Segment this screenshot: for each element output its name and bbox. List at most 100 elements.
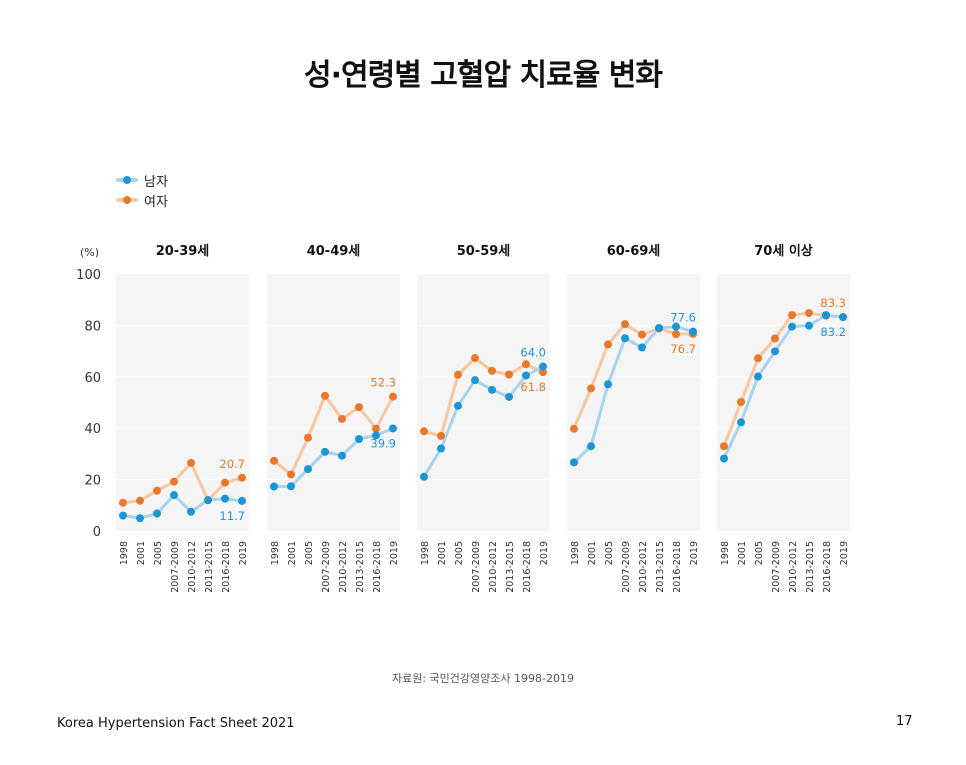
data-point-male [304, 465, 312, 474]
x-tick-label: 2005 [604, 541, 615, 565]
legend-label-female: 여자 [144, 194, 168, 210]
data-point-male [570, 458, 578, 467]
y-tick-label: 20 [84, 474, 101, 489]
data-point-female [604, 340, 612, 349]
data-label-female: 61.8 [520, 380, 546, 394]
data-point-male [187, 507, 195, 516]
x-tick-label: 2016-2018 [522, 541, 533, 593]
data-label-female: 20.7 [219, 457, 245, 471]
data-point-female [153, 486, 161, 495]
panel-title: 20-39세 [156, 244, 210, 259]
data-point-female [136, 496, 144, 505]
data-point-male [771, 347, 779, 356]
x-tick-label: 2001 [437, 541, 448, 565]
data-point-male [204, 496, 212, 505]
data-point-female [119, 498, 127, 507]
data-point-female [437, 431, 445, 440]
data-point-female [338, 414, 346, 423]
x-tick-label: 2005 [454, 541, 465, 565]
x-tick-label: 2016-2018 [672, 541, 683, 593]
x-tick-label: 1998 [420, 541, 431, 565]
data-label-male: 64.0 [520, 346, 546, 360]
x-tick-label: 2001 [136, 541, 147, 565]
data-point-male [621, 334, 629, 343]
x-tick-label: 2013-2015 [204, 541, 215, 593]
data-point-male [689, 327, 697, 336]
y-unit-label: (%) [80, 246, 99, 259]
panel-title: 70세 이상 [754, 243, 813, 259]
legend-item-female: 여자 [116, 190, 168, 210]
data-point-female [420, 427, 428, 436]
data-point-male [720, 454, 728, 463]
x-tick-label: 2010-2012 [638, 541, 649, 593]
data-point-male [321, 447, 329, 456]
y-tick-label: 60 [84, 371, 101, 386]
data-point-male [270, 482, 278, 491]
data-point-female [638, 330, 646, 339]
panel-background [567, 274, 700, 531]
data-point-male [587, 442, 595, 451]
line-chart: (%) 0 20 40 60 80 100 20-39세 1998 2001 2005 2007-20… [76, 243, 850, 593]
data-point-female [539, 368, 547, 377]
legend-label-male: 남자 [144, 174, 168, 190]
x-tick-label: 2019 [539, 541, 550, 565]
x-tick-label: 2019 [689, 541, 700, 565]
x-tick-label: 2019 [238, 541, 249, 565]
data-point-male [338, 451, 346, 460]
data-point-female [720, 442, 728, 451]
legend-swatch-female [116, 195, 138, 205]
x-tick-label: 2007-2009 [321, 541, 332, 593]
data-point-male [454, 401, 462, 410]
data-point-female [321, 391, 329, 400]
data-point-female [805, 309, 813, 318]
data-point-male [119, 511, 127, 520]
data-label-female: 76.7 [670, 342, 696, 356]
panel-background [417, 274, 550, 531]
data-point-female [488, 366, 496, 375]
x-tick-label: 2005 [304, 541, 315, 565]
x-tick-label: 2013-2015 [355, 541, 366, 593]
x-tick-label: 2010-2012 [488, 541, 499, 593]
data-point-male [638, 343, 646, 352]
data-point-male [221, 494, 229, 503]
data-point-female [372, 424, 380, 433]
page-title: 성·연령별 고혈압 치료율 변화 [304, 58, 663, 93]
x-tick-label: 1998 [570, 541, 581, 565]
panel-background [116, 274, 249, 531]
data-point-female [170, 477, 178, 486]
panel-background [717, 274, 850, 531]
data-point-male [238, 496, 246, 505]
data-point-female [454, 370, 462, 379]
x-tick-label: 2001 [587, 541, 598, 565]
x-tick-label: 2007-2009 [621, 541, 632, 593]
legend-item-male: 남자 [116, 170, 168, 190]
legend-swatch-male [116, 175, 138, 185]
data-point-female [587, 384, 595, 393]
x-tick-label: 1998 [119, 541, 130, 565]
panel-background [267, 274, 400, 531]
data-point-male [372, 431, 380, 440]
data-point-male [737, 418, 745, 427]
data-point-male [437, 444, 445, 453]
x-tick-label: 2005 [754, 541, 765, 565]
data-point-female [304, 433, 312, 442]
data-point-female [621, 320, 629, 329]
data-point-male [805, 321, 813, 330]
y-tick-label: 100 [76, 268, 101, 283]
x-tick-label: 2007-2009 [771, 541, 782, 593]
data-label-male: 77.6 [670, 311, 696, 325]
data-point-female [522, 360, 530, 369]
x-tick-label: 1998 [270, 541, 281, 565]
y-tick-label: 80 [84, 319, 101, 334]
x-tick-label: 2016-2018 [822, 541, 833, 593]
panel-title: 60-69세 [607, 244, 661, 259]
data-point-male [420, 472, 428, 481]
x-tick-label: 2016-2018 [221, 541, 232, 593]
data-point-female [221, 478, 229, 487]
x-tick-label: 2019 [389, 541, 400, 565]
data-point-male [839, 313, 847, 322]
data-point-female [771, 334, 779, 343]
data-point-male [754, 372, 762, 381]
data-point-female [737, 397, 745, 406]
data-label-male: 83.2 [820, 325, 846, 339]
